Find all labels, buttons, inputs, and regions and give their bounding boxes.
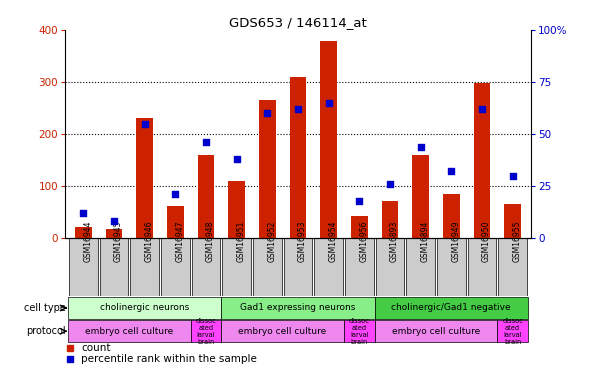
Bar <box>136 118 153 238</box>
Point <box>477 106 487 112</box>
Bar <box>504 204 521 238</box>
Bar <box>474 83 490 238</box>
Bar <box>106 229 122 238</box>
Text: cell type: cell type <box>24 303 65 313</box>
FancyBboxPatch shape <box>191 320 221 342</box>
Bar <box>412 155 429 238</box>
FancyBboxPatch shape <box>69 238 98 296</box>
FancyBboxPatch shape <box>130 238 159 296</box>
Bar <box>75 226 91 238</box>
Text: percentile rank within the sample: percentile rank within the sample <box>81 354 257 363</box>
FancyBboxPatch shape <box>284 238 312 296</box>
Point <box>324 100 333 106</box>
FancyBboxPatch shape <box>221 297 375 319</box>
Text: GSM16954: GSM16954 <box>329 220 337 262</box>
FancyBboxPatch shape <box>222 238 251 296</box>
Text: Gad1 expressing neurons: Gad1 expressing neurons <box>240 303 356 312</box>
Point <box>78 210 88 216</box>
Text: GSM16955: GSM16955 <box>513 220 522 262</box>
FancyBboxPatch shape <box>345 238 373 296</box>
FancyBboxPatch shape <box>375 238 404 296</box>
Text: GSM16944: GSM16944 <box>83 220 92 262</box>
Text: GSM16946: GSM16946 <box>145 220 153 262</box>
Point <box>232 156 241 162</box>
Bar <box>290 77 306 238</box>
FancyBboxPatch shape <box>100 238 129 296</box>
Point <box>263 110 272 116</box>
Text: embryo cell culture: embryo cell culture <box>392 327 480 336</box>
Bar <box>167 206 183 238</box>
Bar <box>228 181 245 238</box>
Point <box>447 168 456 174</box>
Text: count: count <box>81 343 111 353</box>
Text: dissoc
ated
larval
brain: dissoc ated larval brain <box>349 318 370 345</box>
FancyBboxPatch shape <box>68 320 191 342</box>
Point <box>293 106 303 112</box>
FancyBboxPatch shape <box>467 238 496 296</box>
Bar <box>382 201 398 238</box>
Point <box>171 191 180 197</box>
FancyBboxPatch shape <box>375 320 497 342</box>
Text: GSM16948: GSM16948 <box>206 220 215 262</box>
Bar <box>443 194 460 238</box>
Text: dissoc
ated
larval
brain: dissoc ated larval brain <box>502 318 523 345</box>
Point <box>508 172 517 178</box>
Point <box>140 121 149 127</box>
Bar <box>320 42 337 238</box>
FancyBboxPatch shape <box>68 297 221 319</box>
Text: GSM16947: GSM16947 <box>175 220 184 262</box>
Text: GSM16951: GSM16951 <box>237 220 245 262</box>
Text: GSM16953: GSM16953 <box>298 220 307 262</box>
Text: GSM16956: GSM16956 <box>359 220 368 262</box>
Text: GSM16952: GSM16952 <box>267 220 276 262</box>
Text: dissoc
ated
larval
brain: dissoc ated larval brain <box>195 318 217 345</box>
Point <box>416 144 425 150</box>
Bar <box>198 155 214 238</box>
Text: GSM16894: GSM16894 <box>421 220 430 262</box>
Title: GDS653 / 146114_at: GDS653 / 146114_at <box>229 16 367 29</box>
FancyBboxPatch shape <box>253 238 281 296</box>
FancyBboxPatch shape <box>344 320 375 342</box>
Text: cholinergic/Gad1 negative: cholinergic/Gad1 negative <box>391 303 511 312</box>
FancyBboxPatch shape <box>498 238 527 296</box>
FancyBboxPatch shape <box>192 238 221 296</box>
Point <box>355 198 364 204</box>
Point <box>201 140 211 146</box>
Text: embryo cell culture: embryo cell culture <box>238 327 327 336</box>
FancyBboxPatch shape <box>161 238 190 296</box>
FancyBboxPatch shape <box>406 238 435 296</box>
FancyBboxPatch shape <box>375 297 528 319</box>
Text: cholinergic neurons: cholinergic neurons <box>100 303 189 312</box>
FancyBboxPatch shape <box>314 238 343 296</box>
Text: protocol: protocol <box>26 326 65 336</box>
Text: embryo cell culture: embryo cell culture <box>85 327 173 336</box>
Point <box>385 181 395 187</box>
Bar <box>351 216 368 238</box>
Text: GSM16949: GSM16949 <box>451 220 460 262</box>
Point <box>109 218 119 224</box>
Text: GSM16893: GSM16893 <box>390 220 399 262</box>
Text: GSM16950: GSM16950 <box>482 220 491 262</box>
FancyBboxPatch shape <box>497 320 528 342</box>
FancyBboxPatch shape <box>221 320 344 342</box>
Bar <box>259 100 276 238</box>
Text: GSM16945: GSM16945 <box>114 220 123 262</box>
FancyBboxPatch shape <box>437 238 466 296</box>
